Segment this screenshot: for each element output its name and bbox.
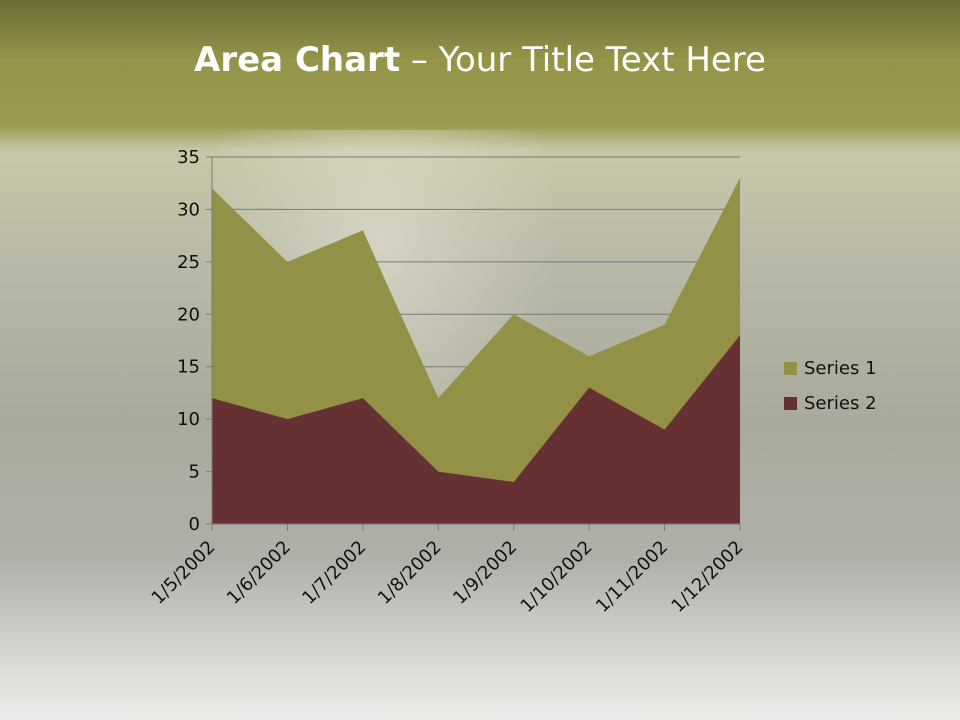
y-tick-label: 0 <box>189 514 200 535</box>
x-tick-label: 1/11/2002 <box>592 537 672 617</box>
legend-item-series-2: Series 2 <box>784 393 877 414</box>
y-tick-label: 25 <box>177 252 200 273</box>
x-tick-label: 1/8/2002 <box>374 537 446 609</box>
y-tick-label: 15 <box>177 357 200 378</box>
area-series-2 <box>212 335 740 524</box>
title-bold: Area Chart <box>194 40 401 80</box>
slide-title: Area Chart – Your Title Text Here <box>0 40 960 80</box>
x-tick-label: 1/9/2002 <box>449 537 521 609</box>
x-tick-label: 1/7/2002 <box>298 537 370 609</box>
legend-label: Series 2 <box>804 393 877 414</box>
y-tick-label: 20 <box>177 304 200 325</box>
legend-swatch <box>784 362 797 375</box>
y-tick-label: 30 <box>177 199 200 220</box>
legend-label: Series 1 <box>804 358 877 379</box>
x-tick-label: 1/12/2002 <box>667 537 747 617</box>
x-tick-label: 1/5/2002 <box>148 537 220 609</box>
legend-item-series-1: Series 1 <box>784 358 877 379</box>
y-tick-label: 35 <box>177 147 200 168</box>
title-rest: – Your Title Text Here <box>400 40 766 80</box>
legend: Series 1 Series 2 <box>784 358 877 428</box>
y-tick-label: 5 <box>189 462 200 483</box>
x-tick-label: 1/6/2002 <box>223 537 295 609</box>
y-tick-label: 10 <box>177 409 200 430</box>
legend-swatch <box>784 397 797 410</box>
x-tick-label: 1/10/2002 <box>517 537 597 617</box>
